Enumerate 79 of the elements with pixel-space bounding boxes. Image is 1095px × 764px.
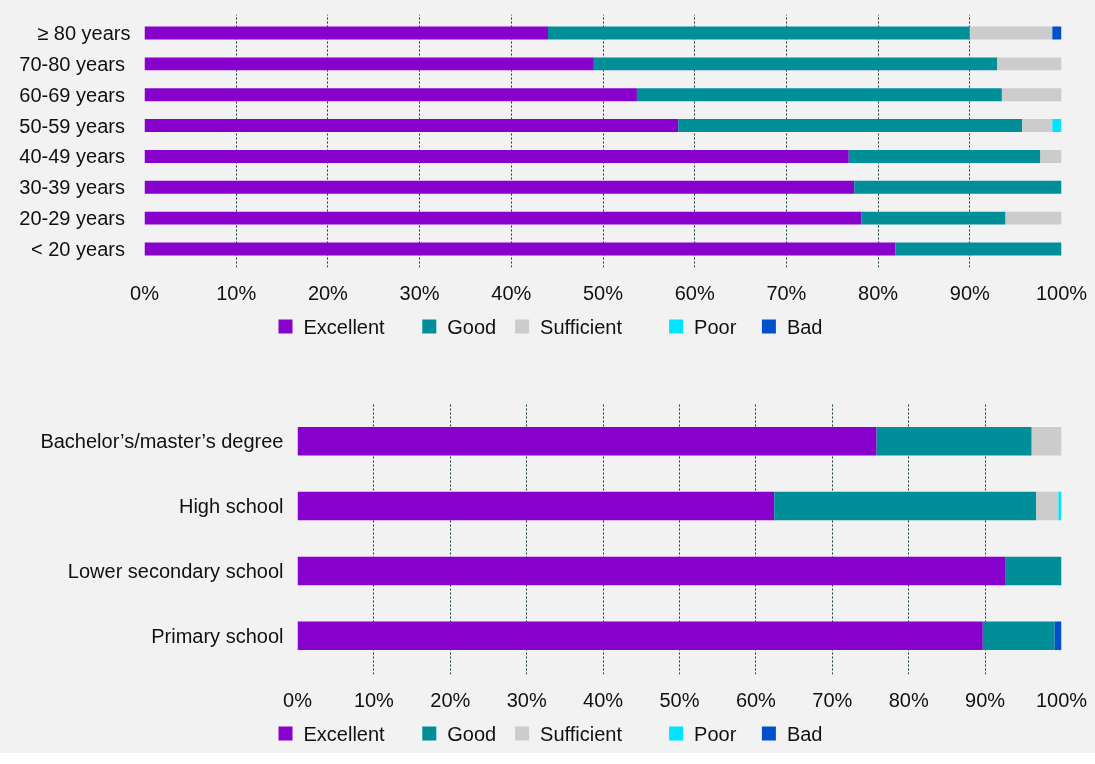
- bar: [861, 211, 1006, 225]
- bar: [1052, 119, 1062, 133]
- bar: [1052, 26, 1062, 40]
- bar: [636, 88, 1002, 102]
- bar: [1031, 427, 1062, 456]
- x-tick-label: 0%: [130, 281, 160, 304]
- legend-label: Sufficient: [540, 315, 623, 338]
- bar: [1058, 491, 1062, 521]
- bar: [297, 621, 983, 650]
- bar: [144, 242, 896, 256]
- bar: [144, 211, 862, 225]
- bar: [997, 57, 1062, 71]
- x-tick-label: 20%: [307, 281, 349, 304]
- y-tick-label: 70-80 years: [19, 52, 125, 75]
- bar: [144, 88, 637, 102]
- x-tick-label: 30%: [399, 281, 440, 304]
- bar: [1022, 119, 1053, 133]
- legend-label: Good: [447, 315, 497, 338]
- y-tick-label: 50-59 years: [19, 114, 125, 137]
- legend-label: Good: [447, 722, 497, 745]
- bar: [1040, 149, 1062, 163]
- bar: [982, 621, 1055, 650]
- bar: [1036, 491, 1059, 521]
- x-tick-label: 80%: [888, 688, 929, 711]
- x-tick-label: 30%: [506, 688, 547, 711]
- y-tick-label: 30-39 years: [19, 176, 125, 199]
- x-tick-label: 90%: [965, 688, 1006, 711]
- x-tick-label: 10%: [353, 688, 395, 711]
- x-tick-label: 70%: [812, 688, 853, 711]
- legend-label: Excellent: [303, 315, 386, 338]
- y-tick-label: High school: [179, 495, 284, 518]
- bar: [144, 149, 849, 163]
- legend-label: Bad: [786, 315, 823, 338]
- x-tick-label: 10%: [216, 281, 257, 304]
- bar: [144, 26, 548, 40]
- bar: [1001, 88, 1062, 102]
- x-tick-label: 40%: [583, 688, 624, 711]
- y-tick-label: < 20 years: [31, 237, 125, 260]
- x-tick-label: 70%: [766, 281, 807, 304]
- bar: [144, 180, 855, 194]
- y-tick-label: 20-29 years: [19, 207, 125, 230]
- x-tick-label: 100%: [1035, 281, 1088, 304]
- bar: [297, 427, 877, 456]
- legend-label: Bad: [786, 722, 823, 745]
- bar: [774, 491, 1037, 521]
- bar: [144, 57, 594, 71]
- legend-label: Sufficient: [540, 722, 623, 745]
- bar: [876, 427, 1032, 456]
- bar: [297, 556, 1006, 586]
- x-tick-label: 90%: [949, 281, 991, 304]
- legend-label: Poor: [694, 315, 737, 338]
- x-tick-label: 0%: [283, 688, 313, 711]
- bar: [895, 242, 1062, 256]
- bar: [297, 491, 775, 521]
- bar: [969, 26, 1053, 40]
- y-tick-label: 40-49 years: [19, 145, 125, 168]
- x-tick-label: 60%: [735, 688, 777, 711]
- y-tick-label: ≥ 80 years: [37, 22, 131, 45]
- bar: [854, 180, 1062, 194]
- bar: [848, 149, 1041, 163]
- x-tick-label: 80%: [858, 281, 899, 304]
- legend-label: Excellent: [303, 722, 386, 745]
- x-tick-label: 40%: [491, 281, 532, 304]
- bar: [144, 119, 679, 133]
- bar: [547, 26, 970, 40]
- x-tick-label: 60%: [674, 281, 715, 304]
- bar: [678, 119, 1023, 133]
- y-tick-label: Lower secondary school: [67, 559, 284, 582]
- y-tick-label: Primary school: [151, 624, 284, 647]
- x-tick-label: 100%: [1035, 688, 1088, 711]
- y-tick-label: 60-69 years: [19, 83, 125, 106]
- x-tick-label: 50%: [582, 281, 624, 304]
- x-tick-label: 20%: [430, 688, 471, 711]
- x-tick-label: 50%: [659, 688, 700, 711]
- bar: [1005, 556, 1062, 586]
- bar: [1005, 211, 1062, 225]
- bar: [593, 57, 998, 71]
- legend-label: Poor: [694, 722, 737, 745]
- y-tick-label: Bachelor’s/master’s degree: [40, 430, 284, 453]
